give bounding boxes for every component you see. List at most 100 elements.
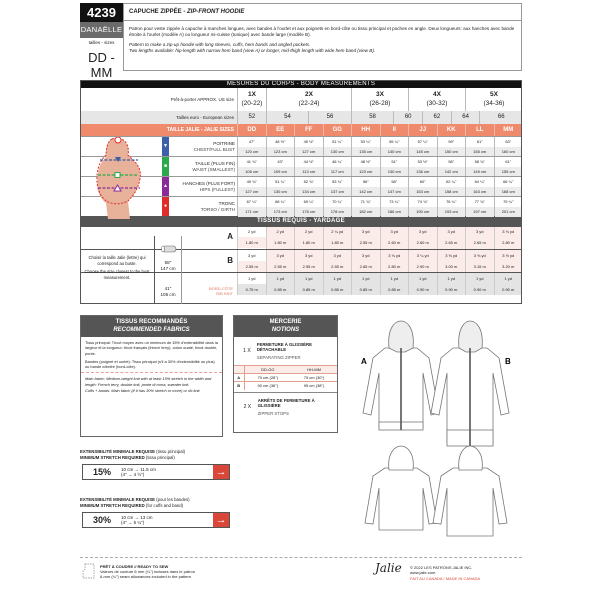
yardage-row: B 3 yd 2.55 m 3 yd 2.55 m 3 yd 2.55 m 3 yd 2.55 …: [80, 249, 522, 272]
value-inches: 51 ¼": [275, 179, 286, 184]
yardage-cell: 3 ⅛ yd 2.80 m: [493, 226, 522, 249]
value-meters: 1.85 m: [323, 237, 351, 248]
value-inches: 77 ¾": [474, 199, 485, 204]
jalie-size-row: TAILLE JALIE - JALIE SIZES DD EE FF GG HH II J…: [80, 124, 522, 136]
measurement-cell: 59" 150 cm: [436, 137, 465, 157]
notions-title: MERCERIE NOTIONS: [234, 316, 337, 337]
measurement-cell: 43" 109 cm: [265, 157, 294, 177]
recommended-fabrics-box: TISSUS RECOMMANDÉS RECOMMENDED FABRICS Ti…: [80, 315, 223, 437]
value-cm: 113 cm: [295, 167, 323, 177]
measurement-cell: 51 ¼" 130 cm: [322, 137, 351, 157]
euro-size: 52: [237, 111, 266, 124]
description-box: CAPUCHE ZIPPÉE - ZIP-FRONT HOODIE Patron…: [123, 3, 522, 71]
value-inches: 55 ¼": [389, 139, 400, 144]
value-inches: 66 ¼": [503, 179, 514, 184]
measurement-row: ▲ HANCHES (PLUS FORT) HIPS (FULLEST) 49 ¾" 1…: [80, 176, 522, 197]
measurement-cell: 68 ¼" 173 cm: [265, 197, 294, 217]
website-link[interactable]: www.jalie.com: [410, 570, 436, 576]
measurement-cell: 55 ¼" 140 cm: [379, 137, 408, 157]
value-yards: 1 yd: [418, 276, 427, 281]
view-a-label: A: [361, 357, 367, 366]
jalie-size: KK: [436, 124, 466, 136]
body-measurements-table: MESURES DU CORPS - BODY MEASUREMENTS Prê…: [80, 80, 522, 295]
pattern-number: 4239: [80, 3, 123, 22]
measurement-cell: 41 ¾" 106 cm: [237, 157, 266, 177]
jalie-size: MM: [493, 124, 523, 136]
measurement-cell: 49 ½" 127 cm: [294, 137, 323, 157]
euro-size-row: Tailles euro - European sizes 52 54 56 58 60…: [80, 111, 522, 124]
yardage-cell: 3 yd 2.60 m: [408, 226, 437, 249]
value-inches: 48 ½": [360, 159, 371, 164]
zipper-cell: A: [234, 373, 245, 382]
value-meters: 2.60 m: [380, 237, 408, 248]
value-meters: 0.85 m: [380, 284, 408, 295]
stretch-percent: 30%: [92, 515, 111, 525]
us-size-cell: 2X (22-24): [266, 88, 351, 111]
us-size-cell: 1X (20-22): [237, 88, 266, 111]
rib-fr: BORD-CÔTE: [209, 286, 233, 291]
value-cm: 123 cm: [266, 147, 294, 157]
sizes-label: tailles - sizes: [88, 40, 115, 45]
measurement-name-en: TORSO / GIRTH: [200, 207, 235, 212]
value-yards: 3 yd: [333, 253, 342, 258]
measurement-row: ▼ POITRINE CHEST/FULL BUST 47" 120 cm 48 ½" 12…: [80, 136, 522, 157]
jalie-size: DD: [237, 124, 266, 136]
stretch-cm: 10 cm → 11.5 cm: [121, 466, 156, 472]
zipper-en: SEPARATING ZIPPER: [256, 355, 301, 360]
view-label: A: [227, 232, 233, 241]
measurement-name: TAILLE (PLUS FIN) WAIST (SMALLEST): [169, 161, 237, 173]
value-cm: 197 cm: [466, 207, 494, 217]
ready-to-sew: PRÊT À COUDRE // READY TO SEW: [100, 564, 169, 569]
notions-title-fr: MERCERIE: [269, 319, 302, 325]
stretch-arrow-icon: →: [213, 513, 229, 527]
measurement-cell: 51 ¼" 130 cm: [265, 177, 294, 197]
value-inches: 76 ¼": [446, 199, 457, 204]
value-cm: 137 cm: [323, 187, 351, 197]
stretch-gauge: 15% 10 cm → 11.5 cm (4" → 4 ½") →: [82, 464, 230, 480]
value-inches: 48 ½": [275, 139, 286, 144]
yardage-cell: 1 yd 0.85 m: [322, 273, 351, 295]
value-inches: 51 ¼": [332, 139, 343, 144]
euro-size: 56: [308, 111, 351, 124]
description-en-2: Two lengths available: hip-length with n…: [129, 48, 376, 53]
value-inches: 61": [476, 139, 483, 144]
measurement-row: ■ TAILLE (PLUS FIN) WAIST (SMALLEST) 41 ¾" 1…: [80, 156, 522, 177]
value-meters: 2.55 m: [352, 237, 380, 248]
yardage-values: 1 yd 0.75 m 1 yd 0.85 m 1 yd 0.85 m 1 yd 0.85 m…: [237, 273, 522, 295]
measurement-cell: 60" 153 cm: [408, 177, 437, 197]
size-range: DD - MM: [88, 50, 115, 80]
yardage-cell: 2 yd 1.80 m: [237, 226, 266, 249]
measurement-cell: 53 ¾" 137 cm: [322, 177, 351, 197]
value-inches: 79 ¼": [503, 199, 514, 204]
value-inches: 47": [248, 139, 255, 144]
measurement-cell: 79 ¼" 201 cm: [493, 197, 522, 217]
value-yards: 3 yd: [447, 229, 456, 234]
value-yards: 2 yd: [304, 229, 313, 234]
stretch-cm: 10 cm → 13 cm: [121, 514, 153, 520]
value-meters: 2.80 m: [380, 261, 408, 272]
yardage-cell: 2 ¼ yd 1.85 m: [322, 226, 351, 249]
rib-en: RIB KNIT: [216, 291, 233, 296]
yardage-cell: 3 ⅜ yd 3.15 m: [465, 250, 494, 272]
stretch-label-en: MINIMUM STRETCH REQUIRED (tissu principa…: [80, 455, 185, 461]
us-size-label: Prêt-à-porter APPROX. US size: [170, 97, 234, 102]
value-yards: 3 ½ yd: [502, 253, 515, 258]
value-meters: 2.80 m: [494, 237, 522, 248]
yardage-cell: 1 yd 0.90 m: [493, 273, 522, 295]
description-en-1: Pattern to make a zip-up hoodie with lon…: [129, 42, 311, 47]
value-inches: 74 ¾": [417, 199, 428, 204]
title-fr: CAPUCHE ZIPPÉE -: [129, 9, 188, 15]
measurement-cell: 56" 142 cm: [351, 177, 380, 197]
euro-size-label: Tailles euro - European sizes: [176, 115, 234, 120]
value-inches: 53 ½": [417, 159, 428, 164]
yardage-cell: 1 yd 0.85 m: [294, 273, 323, 295]
measurement-cell: 67 ¼" 171 cm: [237, 197, 266, 217]
value-meters: 0.75 m: [238, 284, 266, 295]
value-cm: 171 cm: [238, 207, 266, 217]
stretch-fr: EXTENSIBILITÉ MINIMALE REQUISE: [80, 497, 155, 502]
yardage-cell: 3 ⅛ yd 2.80 m: [379, 250, 408, 272]
made-in-canada: FAIT AU CANADA / MADE IN CANADA: [410, 575, 481, 581]
value-cm: 160 cm: [494, 147, 522, 157]
value-inches: 53 ¾": [332, 179, 343, 184]
measurement-cell: 48 ½" 123 cm: [265, 137, 294, 157]
